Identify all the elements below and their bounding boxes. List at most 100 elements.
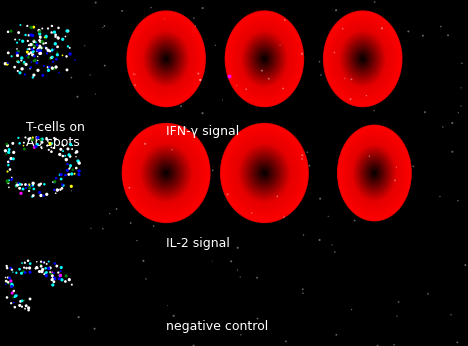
Point <box>30 39 38 44</box>
Ellipse shape <box>227 13 301 104</box>
Point <box>31 53 38 59</box>
Ellipse shape <box>122 123 211 223</box>
Point <box>4 179 11 185</box>
Point <box>4 169 11 174</box>
Text: IFN-γ signal: IFN-γ signal <box>166 125 240 138</box>
Ellipse shape <box>231 18 298 100</box>
Point <box>57 273 64 278</box>
Point <box>190 343 197 346</box>
Point <box>51 29 58 35</box>
Point <box>324 213 332 219</box>
Point <box>43 261 51 267</box>
Ellipse shape <box>368 165 380 181</box>
Ellipse shape <box>142 145 190 201</box>
Text: IL-2 signal: IL-2 signal <box>166 237 230 251</box>
Point <box>439 124 446 130</box>
Ellipse shape <box>341 130 408 216</box>
Ellipse shape <box>359 54 367 64</box>
Text: T-cells on
Ab spots: T-cells on Ab spots <box>26 121 85 149</box>
Ellipse shape <box>323 10 402 107</box>
Point <box>20 298 28 303</box>
Ellipse shape <box>343 35 383 83</box>
Point <box>21 260 29 265</box>
Point <box>348 307 355 312</box>
Ellipse shape <box>344 134 405 212</box>
Ellipse shape <box>129 131 203 215</box>
Ellipse shape <box>228 132 301 214</box>
Ellipse shape <box>147 36 185 81</box>
Point <box>16 182 23 187</box>
Point <box>13 46 21 52</box>
Point <box>410 164 417 169</box>
Ellipse shape <box>156 47 176 71</box>
Ellipse shape <box>372 170 377 176</box>
Point <box>5 184 13 190</box>
Ellipse shape <box>367 163 382 183</box>
Point <box>374 343 381 346</box>
Ellipse shape <box>235 139 294 207</box>
Ellipse shape <box>232 19 297 98</box>
Point <box>63 157 70 162</box>
Ellipse shape <box>331 20 395 98</box>
Point <box>64 146 72 152</box>
Point <box>53 49 61 55</box>
Ellipse shape <box>154 44 179 74</box>
Point <box>51 276 58 281</box>
Point <box>6 275 13 281</box>
Point <box>447 312 455 318</box>
Ellipse shape <box>242 31 287 86</box>
Point <box>150 224 157 229</box>
Point <box>19 38 26 44</box>
Ellipse shape <box>165 171 168 175</box>
Point <box>67 183 75 189</box>
Ellipse shape <box>134 137 198 209</box>
Point <box>7 300 15 306</box>
Ellipse shape <box>256 49 272 69</box>
Point <box>25 51 33 57</box>
Ellipse shape <box>141 28 191 90</box>
Ellipse shape <box>124 126 208 220</box>
Ellipse shape <box>371 168 378 178</box>
Point <box>58 176 65 182</box>
Point <box>30 58 37 64</box>
Ellipse shape <box>135 21 197 97</box>
Point <box>299 291 307 296</box>
Point <box>13 270 20 275</box>
Ellipse shape <box>344 35 382 82</box>
Ellipse shape <box>241 30 288 88</box>
Ellipse shape <box>154 160 178 186</box>
Ellipse shape <box>366 162 383 184</box>
Point <box>51 261 58 266</box>
Point <box>14 50 21 56</box>
Ellipse shape <box>248 39 281 79</box>
Ellipse shape <box>358 152 391 194</box>
Ellipse shape <box>234 22 294 95</box>
Ellipse shape <box>245 151 284 195</box>
Ellipse shape <box>132 134 201 212</box>
Ellipse shape <box>357 52 369 66</box>
Point <box>212 43 219 48</box>
Ellipse shape <box>248 154 281 192</box>
Point <box>99 226 107 231</box>
Point <box>195 71 202 76</box>
Point <box>161 16 168 22</box>
Point <box>27 50 35 55</box>
Point <box>68 146 76 152</box>
Point <box>64 44 72 49</box>
Point <box>40 63 48 69</box>
Point <box>58 277 66 283</box>
Ellipse shape <box>154 159 179 187</box>
Point <box>55 270 62 275</box>
Ellipse shape <box>238 143 291 203</box>
Point <box>24 38 31 44</box>
Point <box>74 94 81 100</box>
Ellipse shape <box>245 35 284 82</box>
Ellipse shape <box>346 39 379 79</box>
Point <box>197 77 204 83</box>
Ellipse shape <box>244 35 284 83</box>
Ellipse shape <box>258 52 271 66</box>
Ellipse shape <box>323 11 402 107</box>
Point <box>38 269 45 274</box>
Ellipse shape <box>341 32 385 85</box>
Point <box>34 135 42 140</box>
